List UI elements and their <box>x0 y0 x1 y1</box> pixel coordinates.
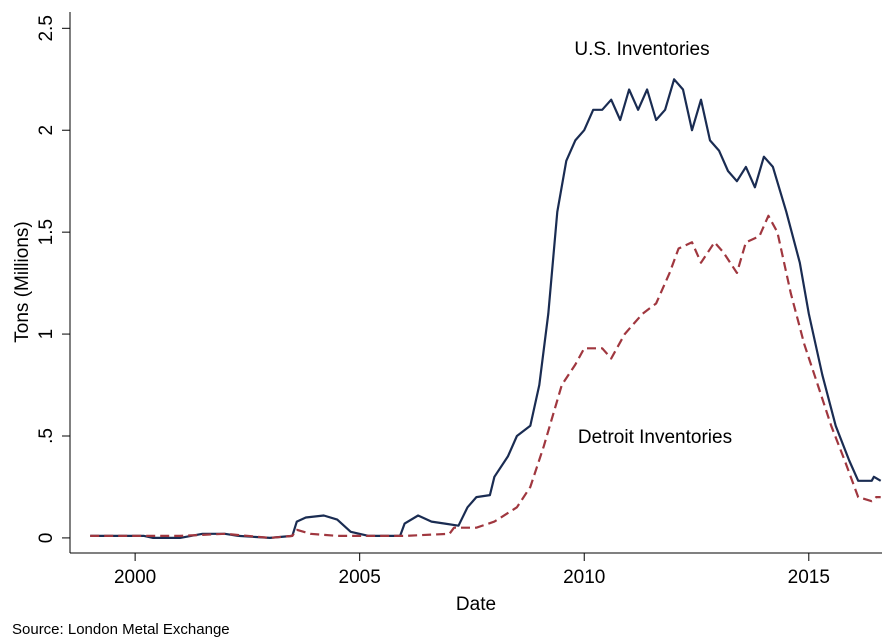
x-tick-label: 2015 <box>788 567 830 588</box>
y-tick-label: 1.5 <box>36 219 57 245</box>
x-tick-label: 2000 <box>114 567 156 588</box>
x-tick-label: 2010 <box>563 567 605 588</box>
line-series <box>90 214 881 539</box>
annotation: Detroit Inventories <box>578 427 732 448</box>
y-tick-label: 0 <box>36 533 57 544</box>
y-tick-label: .5 <box>36 428 57 444</box>
y-axis-label: Tons (Millions) <box>12 221 33 342</box>
y-tick-label: 2.5 <box>36 15 57 41</box>
y-tick-label: 2 <box>36 125 57 136</box>
source-note: Source: London Metal Exchange <box>12 621 230 638</box>
line-series <box>90 78 882 539</box>
x-tick-label: 2005 <box>339 567 381 588</box>
annotation: U.S. Inventories <box>574 39 709 60</box>
y-tick-label: 1 <box>36 329 57 340</box>
x-axis-label: Date <box>456 594 496 615</box>
